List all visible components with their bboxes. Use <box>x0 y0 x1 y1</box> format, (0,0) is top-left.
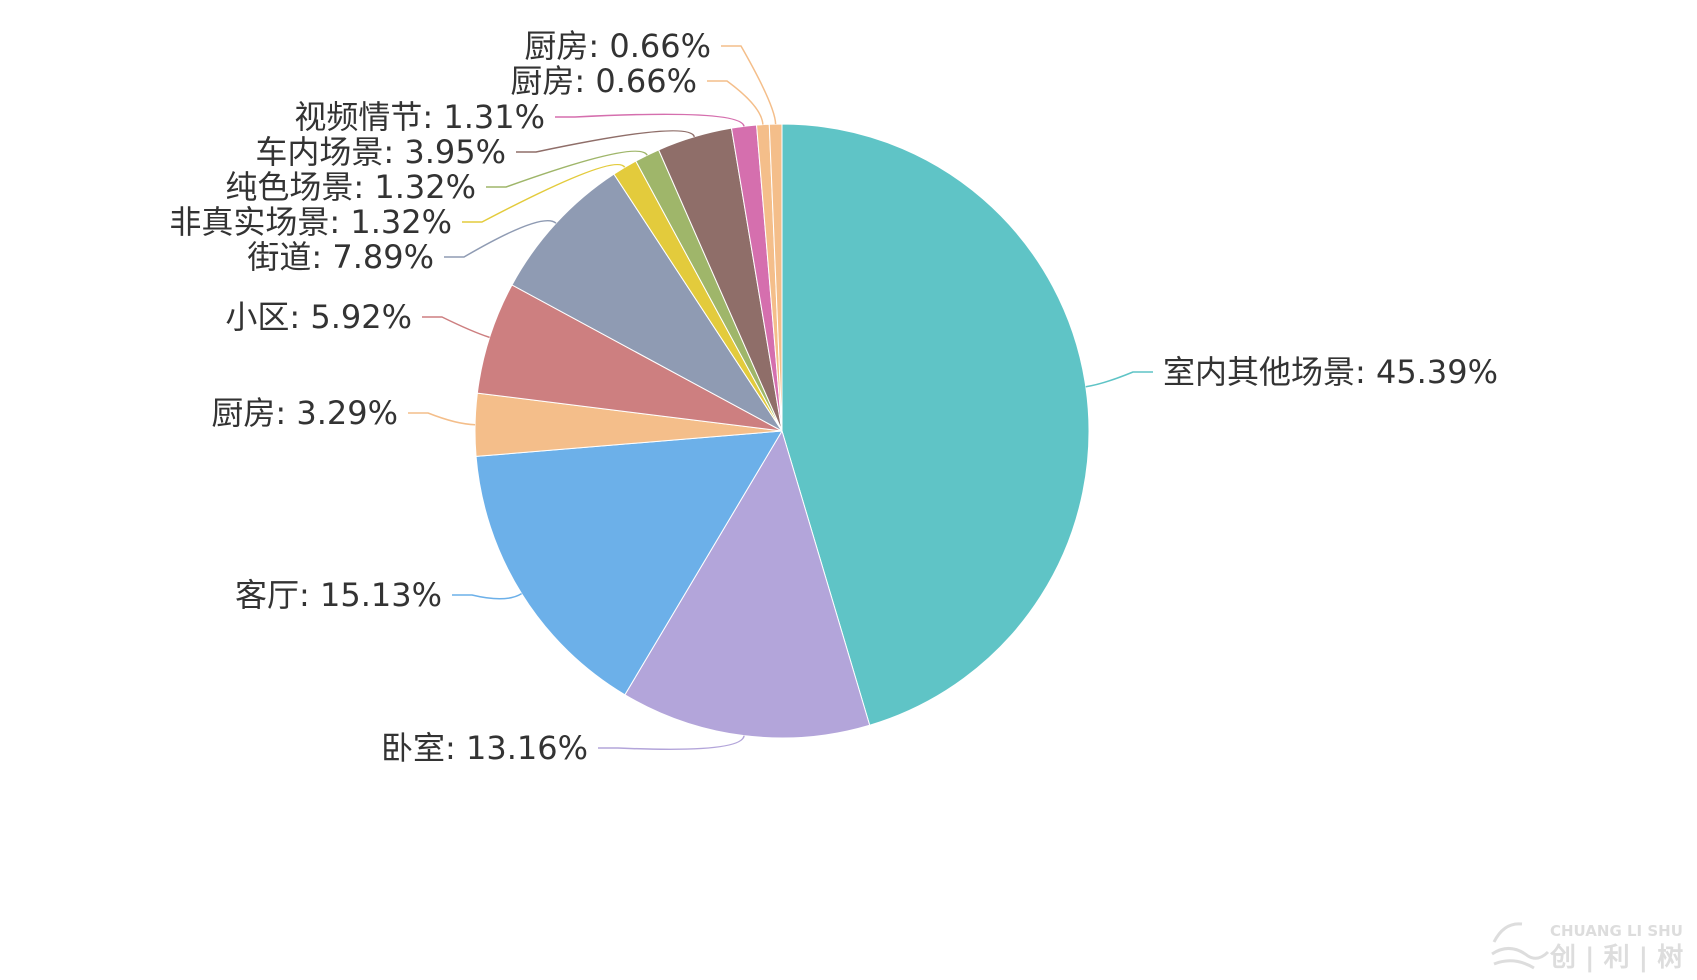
slice-label: 街道: 7.89% <box>247 238 434 276</box>
slice-label: 小区: 5.92% <box>225 298 412 336</box>
watermark-line2: 创 | 利 | 树 <box>1549 943 1683 973</box>
slice-label: 非真实场景: 1.32% <box>169 203 452 241</box>
leader-line <box>422 316 490 339</box>
slice-label: 厨房: 0.66% <box>524 27 711 65</box>
watermark-line1: CHUANG LI SHU <box>1550 922 1683 940</box>
leader-line <box>598 735 745 751</box>
leader-lines <box>408 45 1153 751</box>
slice-label: 客厅: 15.13% <box>235 576 442 614</box>
slice-label: 厨房: 3.29% <box>211 394 398 432</box>
slice-label: 室内其他场景: 45.39% <box>1163 353 1498 391</box>
pie-slice <box>781 123 1090 726</box>
leader-line <box>444 219 557 258</box>
leader-line <box>707 80 764 125</box>
pie-slices <box>474 123 1090 739</box>
pie-slice <box>511 173 783 432</box>
leader-line <box>555 113 745 127</box>
wave-icon <box>1491 922 1550 970</box>
leader-line <box>721 45 777 125</box>
slice-label: 车内场景: 3.95% <box>255 133 506 171</box>
pie-slice <box>624 430 871 739</box>
slice-labels: 室内其他场景: 45.39% 卧室: 13.16% 客厅: 15.13% 厨房: 3.… <box>169 27 1498 767</box>
watermark-logo: CHUANG LI SHU 创 | 利 | 树 <box>1488 912 1688 976</box>
leader-line <box>486 150 648 188</box>
leader-line <box>462 163 626 223</box>
slice-label: 纯色场景: 1.32% <box>225 168 476 206</box>
leader-line <box>516 130 696 153</box>
slice-label: 视频情节: 1.31% <box>294 98 545 136</box>
leader-line <box>1085 371 1153 388</box>
slice-label: 卧室: 13.16% <box>381 729 588 767</box>
leader-line <box>408 412 476 426</box>
slice-label: 厨房: 0.66% <box>510 62 697 100</box>
leader-line <box>452 592 522 600</box>
